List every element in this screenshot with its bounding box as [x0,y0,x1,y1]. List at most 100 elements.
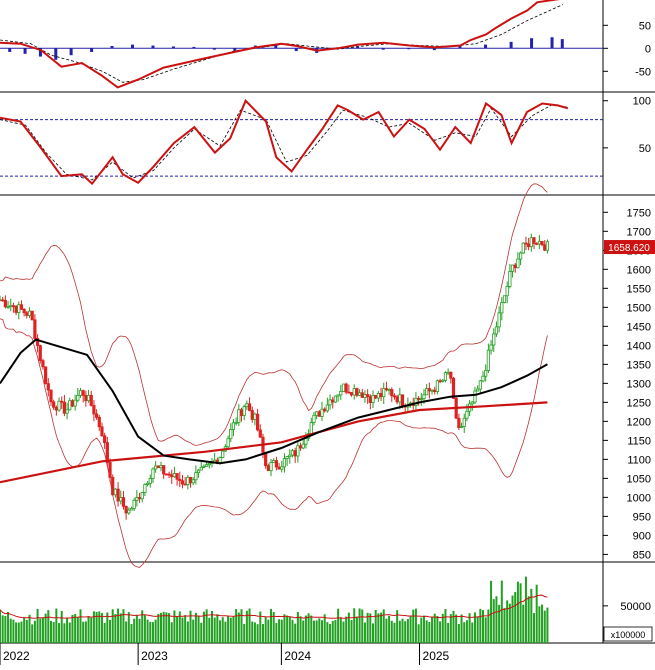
candle-body [180,480,185,485]
volume-bar [447,622,450,643]
volume-bar [321,620,324,643]
candle-body [465,410,469,419]
volume-bar [165,612,168,643]
volume-bar [278,619,281,643]
volume-bar [382,609,385,643]
candle-body [315,411,319,416]
macd-histogram-bar [356,46,360,49]
candle-body [19,304,24,310]
candle-body [119,497,123,502]
volume-bar [329,623,332,643]
volume-bar [248,608,251,643]
volume-bar [44,613,47,643]
candle-body [328,399,332,406]
candle-body [433,389,437,392]
volume-bar [369,613,372,643]
volume-bar [439,621,442,643]
y-tick-label: 1150 [627,435,651,447]
volume-bar [224,621,227,643]
candle-body [14,305,18,313]
candle-body [194,472,198,481]
volume-bar [168,613,171,643]
candle-body [527,243,531,248]
candle-body [288,454,292,458]
candle-body [425,388,429,396]
volume-bar [111,609,114,643]
volume-bar [28,614,31,643]
candle-body [323,408,327,412]
volume-bar [47,610,50,643]
y-tick-label: 1700 [627,226,651,238]
volume-bar [141,610,144,643]
candle-body [73,399,77,407]
y-tick-label: 100 [633,96,651,108]
volume-bar [12,619,15,643]
candle-body [331,399,335,403]
volume-bar [41,617,44,643]
candle-body [234,422,238,424]
candle-body [92,405,96,415]
candle-body [199,466,203,471]
candle-body [231,422,236,430]
macd-histogram-bar [192,46,196,49]
volume-bar [25,620,28,643]
volume-bar [33,620,36,643]
candle-body [535,243,539,245]
volume-bar [425,620,428,643]
volume-bar [406,619,409,643]
volume-bar [256,624,259,643]
candle-body [451,377,456,399]
volume-bar [433,613,436,643]
volume-bar [49,620,52,643]
candle-body [191,479,195,484]
volume-bar [261,624,264,643]
candle-body [135,497,139,501]
candle-body [285,456,289,459]
macd-histogram-bar [509,41,513,49]
volume-bar [229,617,232,643]
candle-body [54,406,58,411]
volume-bar [154,619,157,643]
x-tick-label: 2023 [141,649,168,663]
candle-body [247,403,252,411]
volume-bar [353,608,356,643]
candle-body [70,400,75,407]
y-tick-label: 1400 [627,340,651,352]
candle-body [384,388,389,391]
candle-body [183,483,187,486]
candle-body [430,389,434,392]
volume-bar [20,621,23,643]
stochastic-d-line [0,104,568,181]
volume-bar [342,621,345,643]
volume-bar [524,576,527,643]
volume-bar [39,618,42,643]
volume-bar [304,615,307,643]
volume-bar [138,618,141,643]
candle-body [170,474,174,478]
candle-body [60,400,64,403]
macd-histogram-bar [233,48,237,51]
candle-body [258,429,262,438]
candle-body [116,488,120,502]
volume-bar [452,610,455,643]
y-tick-label: 50000 [620,601,651,613]
volume-bar [280,619,283,643]
candle-body [484,369,488,377]
candle-body [62,401,67,414]
y-tick-label: 1000 [627,492,651,504]
candle-body [205,464,209,467]
candle-body [419,398,423,401]
volume-bar [385,618,388,643]
candle-body [532,237,536,244]
last-price-label: 1658.620 [608,243,650,254]
candle-body [293,450,297,457]
volume-bar [232,616,235,643]
volume-bar [205,609,208,643]
y-tick-label: 1600 [627,264,651,276]
volume-bar [235,609,238,643]
candle-body [486,349,490,371]
volume-bar [500,580,503,643]
candle-body [57,400,61,411]
